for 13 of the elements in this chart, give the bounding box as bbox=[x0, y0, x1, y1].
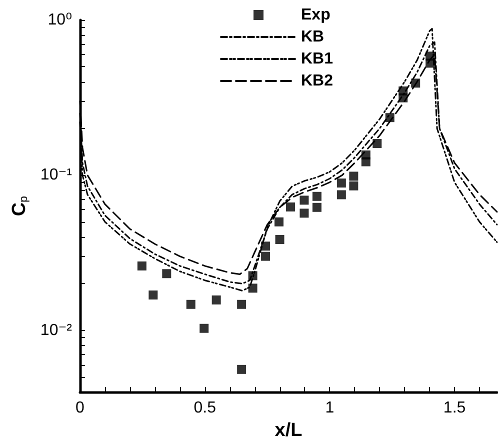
legend-label: KB bbox=[301, 28, 324, 46]
x-tick-label: 1 bbox=[325, 400, 334, 417]
x-axis-title: x/L bbox=[274, 420, 303, 441]
y-tick-label: 10⁻² bbox=[40, 322, 73, 339]
y-tick-label: 10⁻¹ bbox=[40, 166, 72, 184]
y-axis-title: Cp bbox=[8, 196, 30, 216]
legend-label: KB1 bbox=[301, 50, 334, 68]
legend-label: Exp bbox=[301, 6, 331, 24]
y-tick-label: 10⁰ bbox=[48, 12, 72, 28]
x-tick-label: 0.5 bbox=[194, 400, 216, 417]
legend-label: KB2 bbox=[301, 72, 334, 90]
x-tick-label: 1.5 bbox=[443, 400, 466, 417]
x-tick-label: 0 bbox=[76, 400, 85, 417]
